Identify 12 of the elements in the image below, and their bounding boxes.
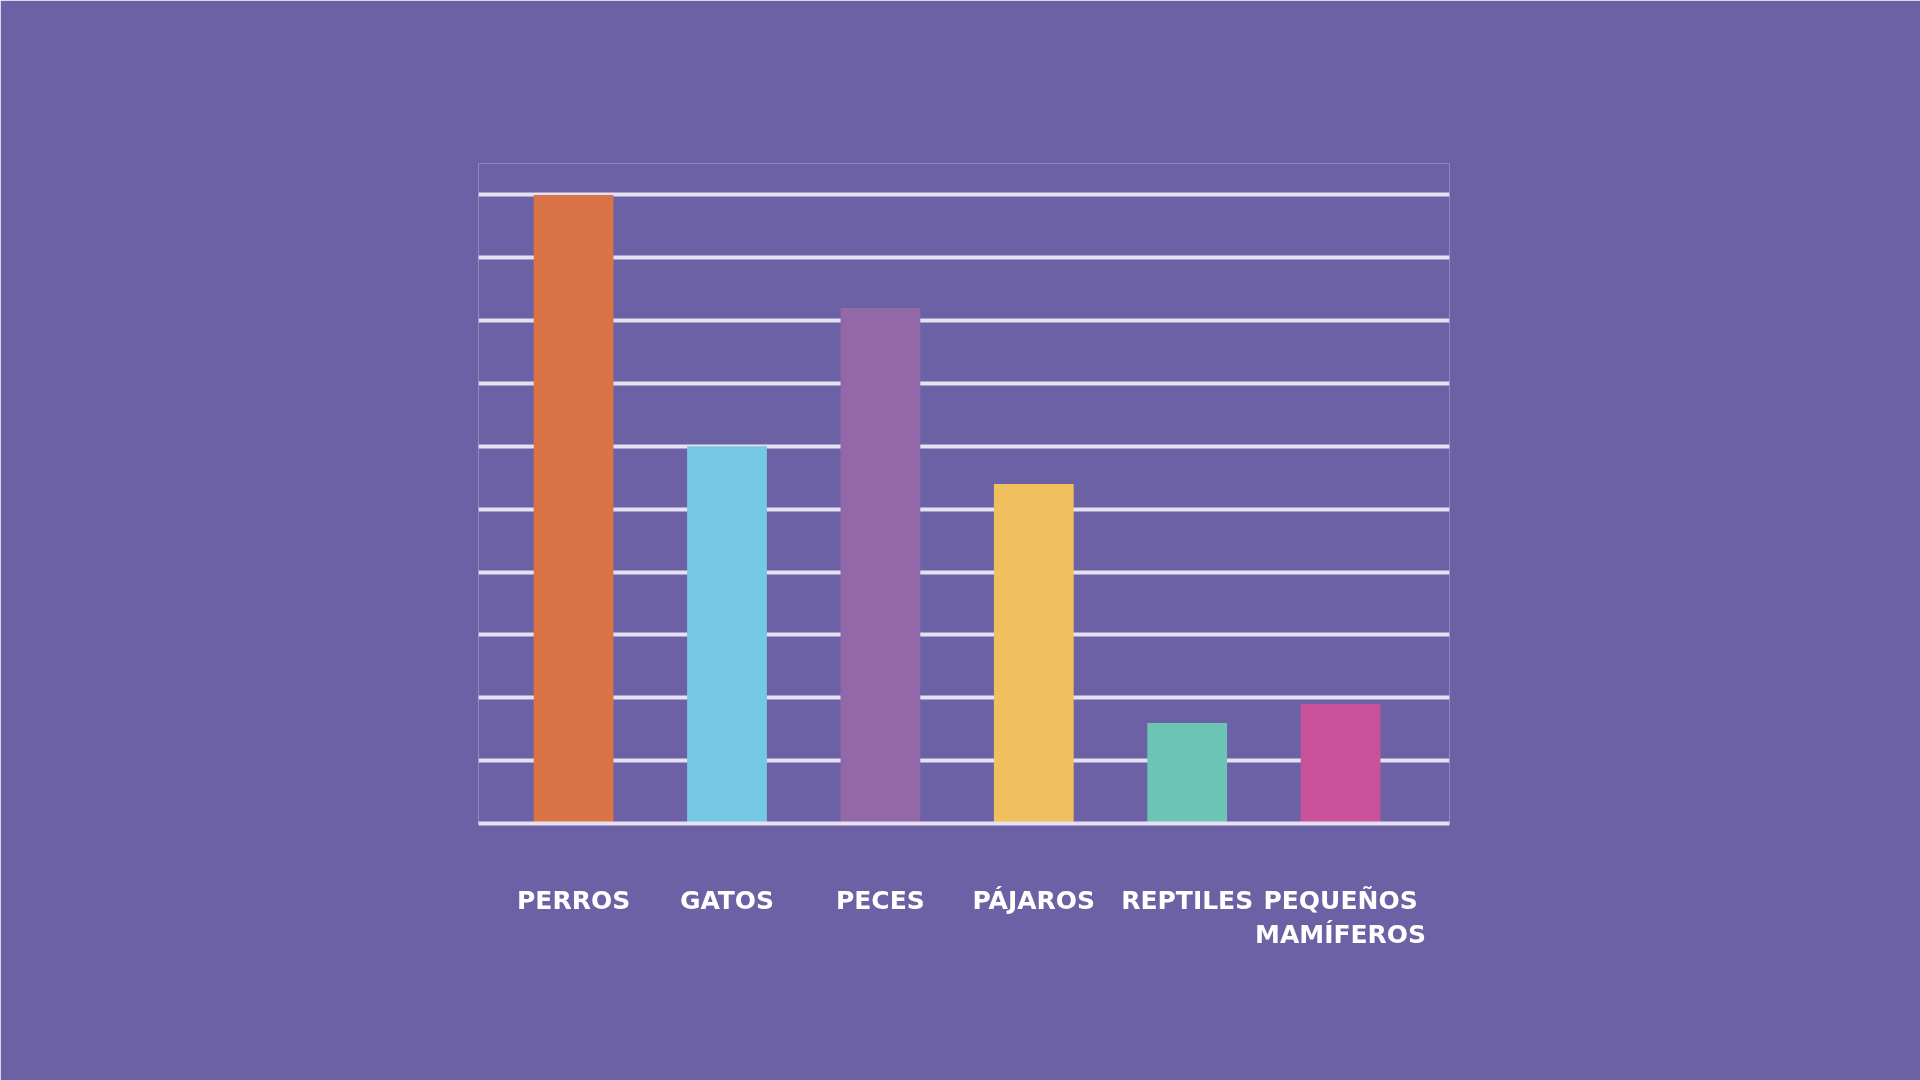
x-tick-label: GATOS — [679, 885, 775, 915]
bar — [1147, 722, 1228, 824]
bar — [840, 308, 921, 824]
x-tick-label: PERROS — [517, 885, 631, 915]
bar — [993, 484, 1074, 824]
bar — [533, 194, 614, 824]
x-tick-label: REPTILES — [1121, 885, 1254, 915]
x-tick-label: PECES — [835, 885, 925, 915]
bar — [1300, 704, 1381, 824]
x-tick-label: PEQUEÑOS MAMÍFEROS — [1255, 885, 1427, 950]
x-tick-label: PÁJAROS — [972, 885, 1096, 915]
bar — [687, 446, 767, 824]
